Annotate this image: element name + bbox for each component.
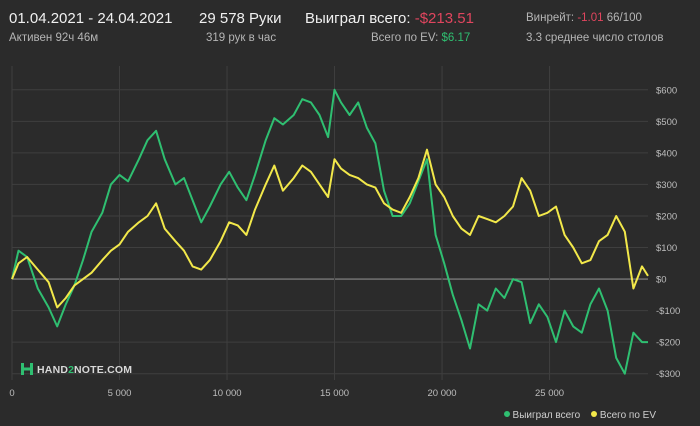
won-total-label: Выиграл всего: (305, 10, 411, 27)
y-tick-label: $0 (656, 275, 667, 286)
legend-ev-dot (590, 411, 597, 417)
won-total-value: -$213.51 (414, 10, 474, 27)
hands-count: 29 578 Руки (199, 10, 282, 27)
y-tick-label: -$300 (656, 369, 680, 380)
average-tables: 3.3 среднее число столов (526, 32, 664, 44)
winrate: Винрейт: -1.01 66/100 (526, 12, 642, 24)
winrate-value: -1.01 (577, 12, 604, 24)
x-tick-label: 10 000 (212, 388, 241, 399)
ev-total-value: $6.17 (441, 32, 471, 44)
won-total: Выиграл всего: -$213.51 (305, 10, 474, 27)
profit-graph: $600 $500 $400 $300 $200 $100 $0 -$100 -$200 -$30… (9, 66, 680, 399)
ev-total-line (11, 148, 649, 309)
hands-per-hour: 319 рук в час (206, 32, 277, 44)
chart-legend: Выиграл всего Всего по EV (496, 410, 656, 421)
logo-text-hand: HAND (37, 364, 69, 376)
logo-text-two: 2 (68, 364, 74, 376)
y-tick-label: $400 (656, 148, 677, 159)
y-tick-label: -$100 (656, 306, 680, 317)
active-time: Активен 92ч 46м (9, 32, 99, 44)
x-tick-label: 5 000 (108, 388, 132, 399)
legend-won-dot (503, 411, 510, 417)
x-tick-label: 25 000 (535, 388, 564, 399)
legend-won-label: Выиграл всего (512, 410, 581, 421)
y-tick-label: -$200 (656, 338, 680, 349)
stats-header: 01.04.2021 - 24.04.2021 Активен 92ч 46м … (0, 0, 700, 50)
y-tick-label: $100 (656, 243, 677, 254)
y-tick-label: $300 (656, 180, 677, 191)
x-tick-label: 0 (9, 388, 14, 399)
hand2note-logo: HAND2NOTE.COM (20, 362, 132, 376)
hand2note-logo-icon (21, 363, 33, 375)
date-range: 01.04.2021 - 24.04.2021 (9, 10, 173, 27)
won-total-line (11, 88, 648, 375)
y-tick-label: $200 (656, 211, 677, 222)
ev-total-label: Всего по EV: (371, 32, 439, 44)
x-tick-label: 15 000 (320, 388, 349, 399)
logo-text-note: NOTE.COM (73, 364, 133, 376)
x-tick-label: 20 000 (428, 388, 457, 399)
winrate-label: Винрейт: (526, 12, 575, 24)
ev-total: Всего по EV: $6.17 (371, 32, 470, 44)
legend-ev-label: Всего по EV (599, 410, 656, 421)
y-tick-label: $500 (656, 117, 677, 128)
winrate-unit: 66/100 (606, 12, 642, 24)
y-tick-label: $600 (656, 85, 677, 96)
